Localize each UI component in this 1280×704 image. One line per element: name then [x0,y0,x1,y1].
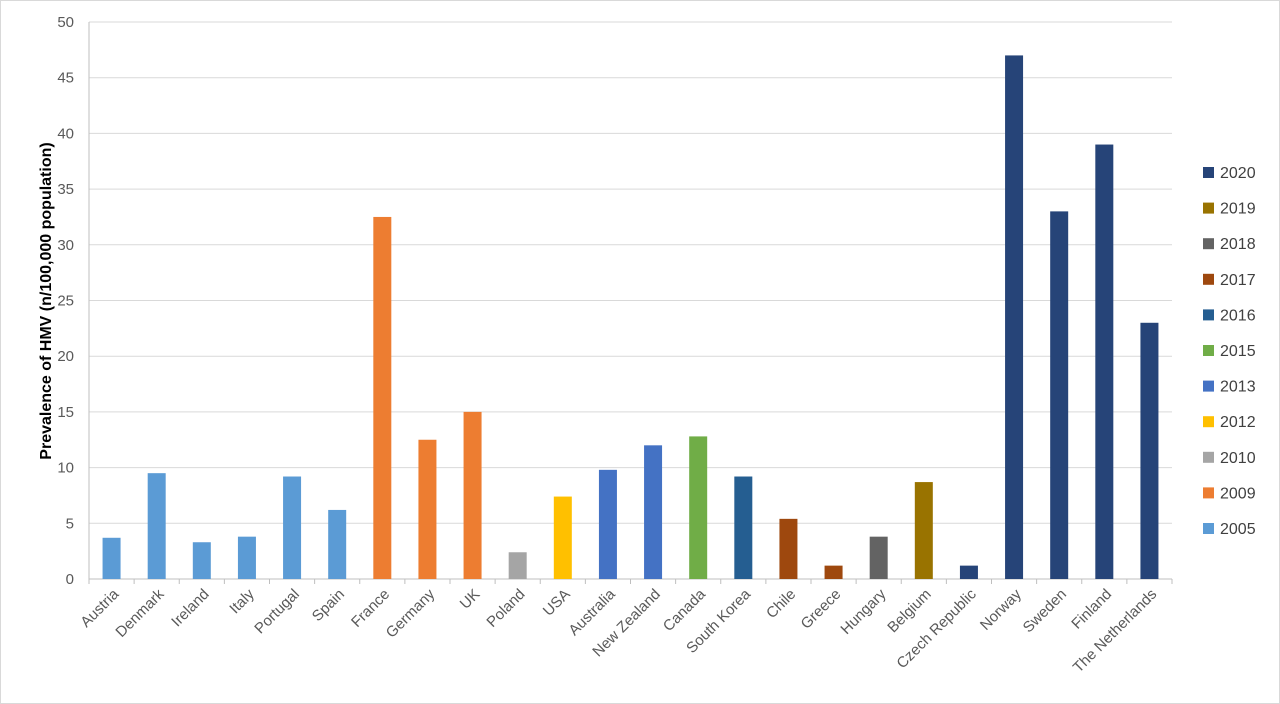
bar-usa [553,496,572,579]
legend-label: 2018 [1220,236,1256,253]
bar-poland [508,552,527,579]
bar-norway [1005,55,1024,580]
legend-swatch-2018 [1203,238,1214,250]
legend-swatch-2020 [1203,167,1214,178]
x-category-label: Czech Republic [893,585,980,672]
legend-label: 2020 [1220,165,1256,182]
x-category-label: Ireland [168,586,212,630]
x-category-label: Germany [383,585,439,641]
bar-denmark [147,473,166,579]
legend-label: 2010 [1220,450,1256,467]
y-axis-title: Prevalence of HMV (n/100,000 population) [38,142,55,459]
x-category-label: Poland [483,586,528,631]
y-tick-label: 25 [57,293,74,310]
bar-hungary [869,536,888,579]
bar-belgium [914,482,933,579]
x-category-label: The Netherlands [1070,586,1160,676]
bar-sweden [1050,211,1069,579]
x-category-label: USA [540,586,574,620]
bar-australia [598,469,617,579]
bar-greece [824,565,843,579]
x-category-label: Sweden [1020,586,1070,636]
bar-chile [779,518,798,579]
bar-uk [463,411,482,579]
bar-canada [689,436,708,579]
legend-label: 2009 [1220,485,1256,502]
legend-swatch-2019 [1203,202,1214,214]
bar-germany [418,439,437,579]
legend-label: 2013 [1220,379,1256,396]
x-category-label: France [348,586,393,631]
x-category-label: Norway [977,585,1025,633]
bar-austria [102,537,121,579]
legend-swatch-2005 [1203,523,1214,534]
x-category-label: Portugal [251,586,303,638]
x-category-label: Spain [309,586,348,625]
legend-swatch-2010 [1203,451,1214,463]
x-category-label: Italy [226,585,258,617]
x-category-label: Chile [763,586,799,622]
y-tick-label: 45 [57,70,74,87]
bar-new-zealand [644,445,663,579]
x-category-label: Denmark [112,585,167,640]
legend-label: 2019 [1220,201,1256,218]
legend-label: 2016 [1220,307,1256,324]
legend-label: 2015 [1220,343,1256,360]
bar-portugal [283,476,302,579]
bar-spain [328,509,347,579]
legend-swatch-2013 [1203,380,1214,392]
y-tick-label: 15 [57,404,74,421]
legend-swatch-2016 [1203,309,1214,321]
y-tick-label: 40 [57,125,74,142]
legend-swatch-2015 [1203,345,1214,356]
y-tick-label: 35 [57,181,74,198]
legend-swatch-2009 [1203,487,1214,499]
y-tick-label: 10 [57,460,74,477]
y-tick-label: 30 [57,237,74,254]
bar-south-korea [734,476,753,579]
bar-the-netherlands [1140,322,1159,579]
y-tick-label: 5 [66,515,74,532]
bar-ireland [192,542,211,579]
x-category-label: Hungary [837,585,889,637]
x-category-label: UK [457,586,484,613]
legend-label: 2005 [1220,521,1256,538]
bar-france [373,216,392,579]
legend-swatch-2017 [1203,273,1214,285]
y-tick-label: 0 [66,571,74,588]
bar-finland [1095,144,1114,580]
y-tick-label: 50 [57,14,74,31]
bar-czech-republic [959,565,978,579]
legend-label: 2017 [1220,272,1256,289]
y-tick-label: 20 [57,348,74,365]
legend-label: 2012 [1220,414,1256,431]
bar-italy [237,536,256,579]
legend-swatch-2012 [1203,416,1214,428]
